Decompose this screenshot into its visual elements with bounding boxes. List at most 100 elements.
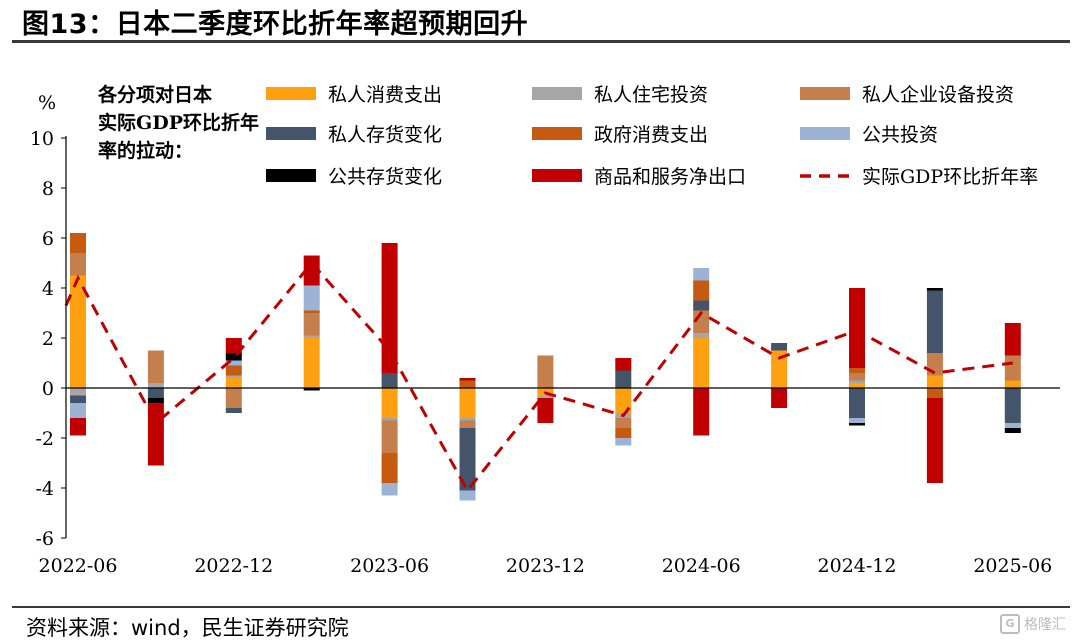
bar-government_consumption [460,381,476,389]
bar-public_inventory [1005,428,1021,433]
y-tick-label: 8 [42,178,54,200]
source-note: 资料来源：wind，民生证券研究院 [26,612,349,642]
bar-private_inventory [1005,388,1021,423]
bar-public_investment [460,491,476,501]
bar-private_consumption [382,388,398,418]
y-tick-label: -4 [35,478,54,500]
y-tick-label: 2 [42,328,54,350]
annotation-line: 各分项对日本 [97,83,212,106]
bar-private_consumption [70,276,86,389]
legend-swatch-private_inventory [266,127,316,140]
bar-government_consumption [70,233,86,253]
bar-public_investment [1005,423,1021,428]
bar-net_exports [849,288,865,368]
bar-net_exports [927,398,943,483]
y-tick-label: 0 [42,378,54,400]
bar-private_inventory [849,388,865,418]
legend-swatch-private_consumption [266,87,316,100]
bar-private_inventory [927,291,943,354]
bar-public_inventory [927,288,943,291]
bar-net_exports [693,388,709,436]
legend-swatch-private_nonres [800,87,850,100]
legend: 私人消费支出私人住宅投资私人企业设备投资私人存货变化政府消费支出公共投资公共存货… [266,84,1038,188]
y-unit-label: % [38,92,56,114]
x-tick-label: 2022-06 [39,555,118,577]
bar-private_residential [148,383,164,388]
bar-private_consumption [460,388,476,418]
bar-government_consumption [226,366,242,376]
bar-private_residential [849,381,865,384]
legend-label: 公共存货变化 [328,166,442,188]
y-tick-label: 10 [30,128,54,150]
x-tick-label: 2022-12 [194,555,273,577]
bar-private_inventory [693,301,709,311]
bar-private_residential [226,376,242,379]
bar-government_consumption [304,311,320,314]
bar-private_inventory [382,373,398,388]
bar-private_inventory [615,371,631,389]
bar-public_investment [615,438,631,446]
legend-label: 公共投资 [862,124,938,146]
bar-public_investment [70,403,86,418]
bar-private_residential [460,418,476,421]
bar-private_nonres [226,388,242,408]
bar-private_nonres [537,356,553,389]
legend-label: 商品和服务净出口 [594,166,746,188]
bar-private_nonres [304,313,320,336]
legend-swatch-government_consumption [532,127,582,140]
bar-private_nonres [382,421,398,454]
x-tick-label: 2023-12 [506,555,585,577]
x-tick-label: 2025-06 [973,555,1052,577]
watermark-logo-icon: G [1000,614,1020,634]
bar-public_inventory [148,398,164,403]
bar-government_consumption [849,368,865,373]
bar-private_consumption [1005,381,1021,389]
bar-private_consumption [849,383,865,388]
legend-label: 政府消费支出 [594,124,708,146]
y-tick-label: -2 [35,428,54,450]
y-tick-label: 4 [42,278,54,300]
bar-private_inventory [148,388,164,398]
bar-private_residential [304,336,320,339]
x-tick-label: 2024-06 [662,555,741,577]
bar-private_inventory [70,396,86,404]
legend-label: 私人住宅投资 [594,84,708,106]
bar-private_residential [693,333,709,338]
bar-private_nonres [1005,356,1021,381]
watermark-text: 格隆汇 [1024,614,1066,634]
bar-private_residential [70,388,86,396]
bar-public_inventory [226,353,242,361]
watermark: G 格隆汇 [1000,614,1066,634]
bar-private_nonres [148,351,164,384]
bar-government_consumption [615,428,631,438]
bar-public_investment [382,483,398,496]
bar-private_nonres [460,421,476,429]
bar-government_consumption [382,453,398,483]
bar-net_exports [382,243,398,373]
annotation-line: 率的拉动： [98,139,193,162]
legend-swatch-public_inventory [266,169,316,182]
bar-private_nonres [70,253,86,276]
bar-public_inventory [849,423,865,426]
bar-private_nonres [849,373,865,381]
bar-private_consumption [927,376,943,389]
source-rule [12,606,1070,608]
bar-private_consumption [226,378,242,388]
legend-label: 私人存货变化 [328,124,442,146]
bar-public_investment [693,268,709,281]
legend-swatch-private_residential [532,87,582,100]
bar-net_exports [771,388,787,408]
bar-private_inventory [226,408,242,413]
bar-private_consumption [304,338,320,388]
bar-government_consumption [693,281,709,301]
bar-private_inventory [771,343,787,351]
bar-public_investment [849,418,865,423]
bar-net_exports [1005,323,1021,356]
legend-swatch-net_exports [532,169,582,182]
annotation-line: 实际GDP环比折年 [98,111,259,134]
bar-net_exports [460,378,476,381]
bar-private_consumption [693,338,709,388]
legend-label: 私人企业设备投资 [862,84,1014,106]
